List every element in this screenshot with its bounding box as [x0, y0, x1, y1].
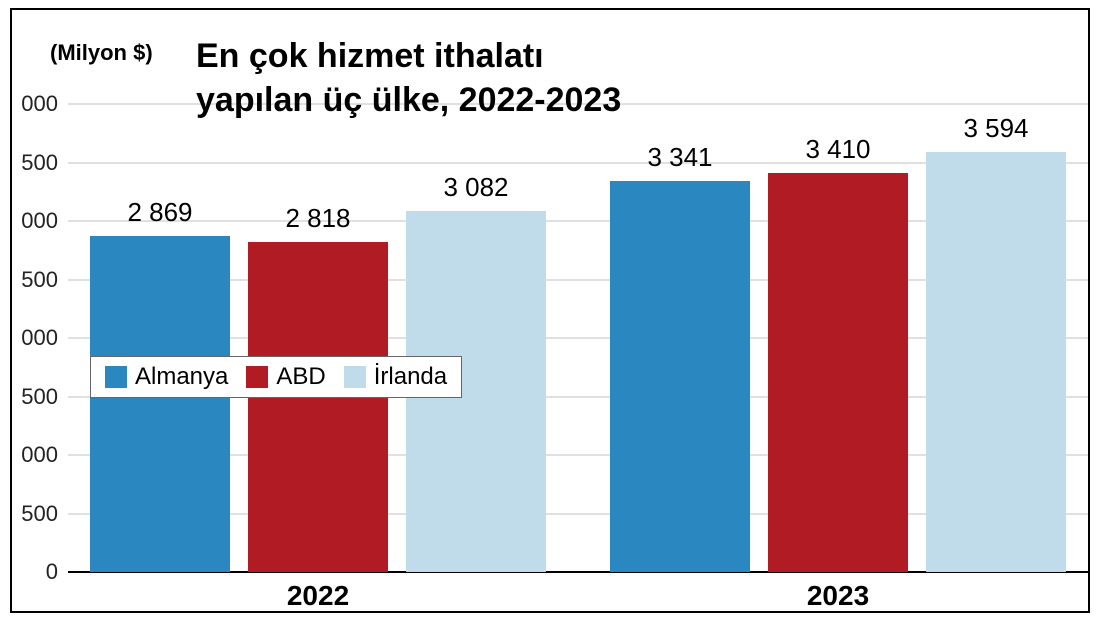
- legend-item-almanya: Almanya: [105, 363, 228, 391]
- legend-swatch-icon: [246, 366, 268, 388]
- bar-i̇rlanda-2023: [926, 152, 1066, 572]
- y-tick-label: 000: [2, 91, 58, 117]
- y-axis-unit: (Milyon $): [50, 40, 153, 66]
- x-category-label: 2023: [807, 580, 869, 612]
- y-tick-label: 0: [2, 559, 58, 585]
- bar-value-label: 3 341: [600, 142, 760, 173]
- chart-frame: (Milyon $) En çok hizmet ithalatı yapıla…: [10, 8, 1090, 613]
- plot-area: 2 8692 8183 082 3 3413 4103 594: [68, 104, 1088, 572]
- legend: Almanya ABD İrlanda: [90, 356, 462, 398]
- y-tick-label: 000: [2, 208, 58, 234]
- y-tick-label: 500: [2, 501, 58, 527]
- y-tick-label: 500: [2, 267, 58, 293]
- bar-value-label: 3 410: [758, 134, 918, 165]
- bar-value-label: 2 869: [80, 197, 240, 228]
- x-category-label: 2022: [287, 580, 349, 612]
- bar-abd-2022: [248, 242, 388, 572]
- y-tick-label: 000: [2, 442, 58, 468]
- legend-label: Almanya: [135, 363, 228, 391]
- y-tick-label: 000: [2, 325, 58, 351]
- bar-almanya-2022: [90, 236, 230, 572]
- bar-value-label: 3 082: [396, 172, 556, 203]
- bar-abd-2023: [768, 173, 908, 572]
- bar-almanya-2023: [610, 181, 750, 572]
- gridline: [68, 103, 1088, 105]
- legend-item-abd: ABD: [246, 363, 325, 391]
- legend-label: İrlanda: [374, 363, 447, 391]
- bar-value-label: 3 594: [916, 113, 1076, 144]
- y-tick-label: 500: [2, 384, 58, 410]
- legend-label: ABD: [276, 363, 325, 391]
- legend-item-i̇rlanda: İrlanda: [344, 363, 447, 391]
- legend-swatch-icon: [105, 366, 127, 388]
- legend-swatch-icon: [344, 366, 366, 388]
- y-tick-label: 500: [2, 150, 58, 176]
- bar-value-label: 2 818: [238, 203, 398, 234]
